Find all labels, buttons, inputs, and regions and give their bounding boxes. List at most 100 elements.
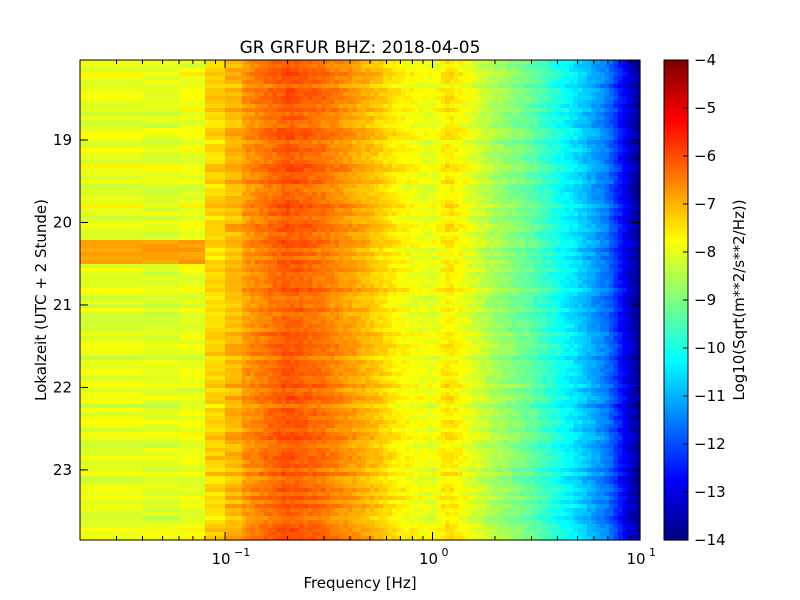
heatmap-cell	[564, 164, 570, 169]
heatmap-cell	[471, 132, 477, 137]
heatmap-cell	[294, 176, 300, 181]
heatmap-cell	[276, 156, 282, 161]
heatmap-cell	[254, 120, 260, 125]
heatmap-cell	[560, 192, 566, 197]
heatmap-cell	[294, 132, 300, 137]
heatmap-cell	[471, 244, 477, 249]
heatmap-cell	[225, 192, 243, 197]
heatmap-cell	[600, 184, 606, 189]
heatmap-cell	[347, 256, 353, 261]
heatmap-cell	[555, 188, 561, 193]
heatmap-cell	[414, 152, 420, 157]
heatmap-cell	[617, 216, 623, 221]
heatmap-cell	[383, 144, 389, 149]
heatmap-cell	[325, 112, 331, 117]
heatmap-cell	[241, 248, 247, 253]
heatmap-cell	[524, 220, 530, 225]
heatmap-cell	[290, 208, 296, 213]
heatmap-cell	[330, 220, 336, 225]
heatmap-cell	[445, 256, 451, 261]
heatmap-cell	[303, 256, 309, 261]
heatmap-cell	[480, 232, 486, 237]
heatmap-cell	[445, 236, 451, 241]
heatmap-cell	[631, 72, 637, 77]
heatmap-cell	[387, 224, 393, 229]
heatmap-cell	[259, 76, 265, 81]
heatmap-cell	[427, 172, 433, 177]
heatmap-cell	[396, 168, 402, 173]
heatmap-cell	[325, 68, 331, 73]
heatmap-cell	[387, 160, 393, 165]
heatmap-cell	[502, 220, 508, 225]
heatmap-cell	[613, 184, 619, 189]
heatmap-cell	[418, 128, 424, 133]
heatmap-cell	[204, 92, 243, 97]
heatmap-cell	[383, 236, 389, 241]
heatmap-cell	[595, 244, 601, 249]
heatmap-cell	[330, 204, 336, 209]
heatmap-cell	[586, 132, 592, 137]
heatmap-cell	[427, 248, 433, 253]
heatmap-cell	[352, 248, 358, 253]
heatmap-cell	[405, 236, 411, 241]
heatmap-cell	[356, 96, 362, 101]
heatmap-cell	[374, 112, 380, 117]
heatmap-cell	[538, 132, 544, 137]
heatmap-cell	[454, 116, 460, 121]
heatmap-cell	[582, 148, 588, 153]
heatmap-cell	[268, 100, 274, 105]
heatmap-cell	[392, 132, 398, 137]
heatmap-cell	[569, 108, 575, 113]
heatmap-cell	[409, 216, 415, 221]
heatmap-cell	[560, 264, 566, 269]
heatmap-cell	[338, 236, 344, 241]
heatmap-cell	[471, 164, 477, 169]
heatmap-cell	[409, 188, 415, 193]
heatmap-cell	[374, 140, 380, 145]
heatmap-cell	[405, 100, 411, 105]
heatmap-cell	[555, 128, 561, 133]
heatmap-cell	[555, 180, 561, 185]
heatmap-cell	[343, 252, 349, 257]
heatmap-cell	[338, 268, 344, 273]
heatmap-cell	[617, 168, 623, 173]
heatmap-cell	[564, 144, 570, 149]
heatmap-cell	[250, 164, 256, 169]
heatmap-cell	[396, 132, 402, 137]
heatmap-cell	[312, 196, 318, 201]
heatmap-cell	[418, 104, 424, 109]
heatmap-cell	[303, 116, 309, 121]
heatmap-cell	[290, 116, 296, 121]
heatmap-cell	[241, 140, 247, 145]
heatmap-cell	[245, 232, 251, 237]
heatmap-cell	[427, 136, 433, 141]
heatmap-cell	[604, 180, 610, 185]
heatmap-cell	[551, 220, 557, 225]
heatmap-cell	[241, 232, 247, 237]
heatmap-cell	[383, 260, 389, 265]
heatmap-cell	[272, 192, 278, 197]
heatmap-cell	[414, 232, 420, 237]
heatmap-cell	[524, 108, 530, 113]
heatmap-cell	[436, 196, 442, 201]
heatmap-cell	[582, 96, 588, 101]
heatmap-cell	[462, 84, 468, 89]
heatmap-cell	[591, 192, 597, 197]
heatmap-cell	[423, 256, 429, 261]
heatmap-cell	[462, 192, 468, 197]
heatmap-cell	[467, 248, 473, 253]
heatmap-cell	[440, 176, 446, 181]
heatmap-cell	[352, 144, 358, 149]
heatmap-cell	[626, 252, 632, 257]
heatmap-cell	[449, 156, 455, 161]
heatmap-cell	[263, 108, 269, 113]
heatmap-cell	[498, 60, 504, 65]
heatmap-cell	[294, 104, 300, 109]
heatmap-cell	[467, 76, 473, 81]
heatmap-cell	[290, 268, 296, 273]
heatmap-cell	[80, 96, 144, 101]
heatmap-cell	[423, 80, 429, 85]
heatmap-cell	[250, 212, 256, 217]
heatmap-cell	[578, 132, 584, 137]
heatmap-cell	[272, 220, 278, 225]
